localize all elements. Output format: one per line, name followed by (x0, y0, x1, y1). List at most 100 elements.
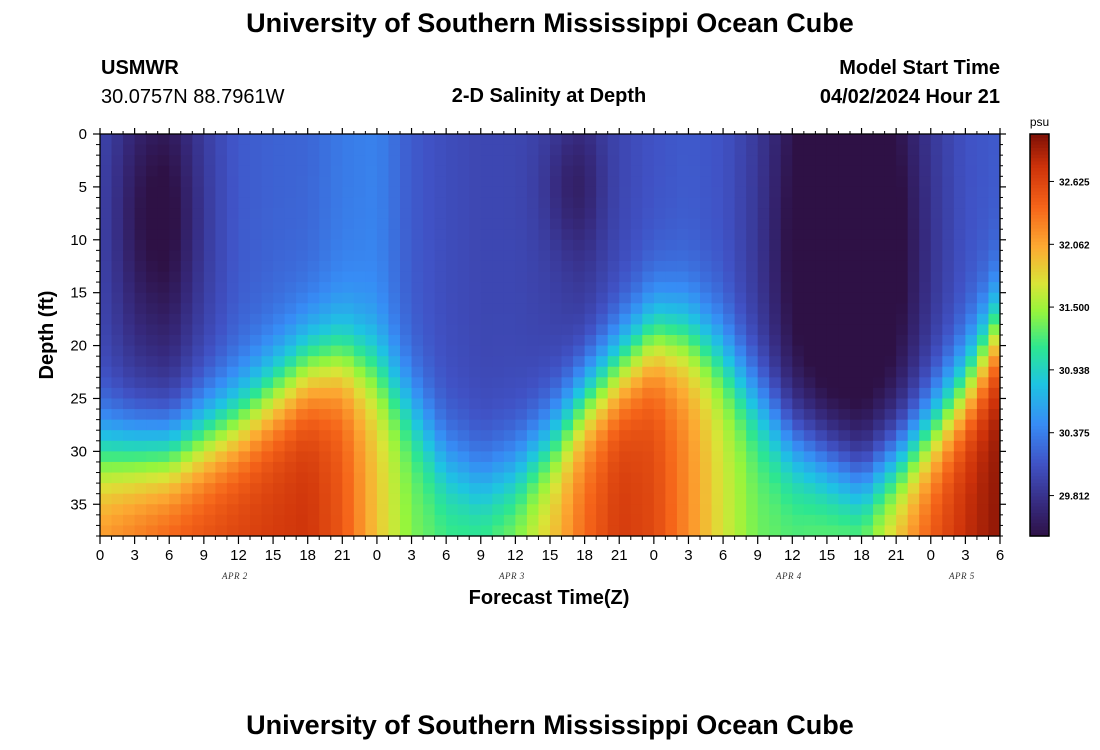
heatmap-cell (342, 514, 355, 527)
colorbar-segment (1030, 254, 1049, 259)
heatmap-cell (965, 292, 978, 304)
heatmap-cell (400, 155, 413, 167)
heatmap-cell (653, 366, 666, 378)
heatmap-cell (480, 250, 493, 262)
heatmap-cell (192, 144, 205, 156)
heatmap-cell (469, 461, 482, 474)
heatmap-cell (965, 409, 978, 421)
heatmap-cell (457, 134, 470, 146)
heatmap-cell (873, 155, 886, 167)
heatmap-cell (803, 525, 816, 537)
heatmap-cell (815, 398, 828, 410)
heatmap-cell (515, 282, 528, 294)
heatmap-cell (538, 451, 551, 463)
heatmap-cell (930, 292, 943, 304)
heatmap-cell (550, 239, 563, 251)
heatmap-cell (953, 197, 966, 209)
heatmap-cell (700, 493, 713, 505)
heatmap-cell (711, 260, 724, 273)
heatmap-cell (284, 461, 297, 474)
heatmap-cell (630, 218, 643, 230)
heatmap-cell (353, 292, 366, 304)
heatmap-cell (146, 155, 159, 167)
heatmap-cell (619, 208, 632, 220)
heatmap-cell (792, 398, 805, 410)
heatmap-cell (711, 377, 724, 389)
heatmap-cell (953, 239, 966, 251)
heatmap-cell (746, 239, 759, 251)
heatmap-cell (400, 451, 413, 463)
heatmap-cell (596, 250, 609, 262)
heatmap-cell (434, 409, 447, 421)
heatmap-cell (815, 155, 828, 167)
heatmap-cell (803, 144, 816, 156)
heatmap-cell (457, 176, 470, 188)
heatmap-cell (296, 514, 309, 527)
y-tick-label: 35 (70, 496, 87, 513)
heatmap-cell (342, 250, 355, 262)
heatmap-cell (780, 186, 793, 199)
heatmap-cell (250, 229, 263, 241)
heatmap-cell (919, 430, 932, 442)
heatmap-cell (400, 335, 413, 347)
heatmap-cell (769, 356, 782, 368)
heatmap-cell (296, 366, 309, 378)
heatmap-cell (457, 419, 470, 431)
heatmap-cell (769, 409, 782, 421)
heatmap-cell (873, 419, 886, 431)
heatmap-cell (965, 483, 978, 495)
heatmap-cell (503, 377, 516, 389)
heatmap-cell (457, 208, 470, 220)
heatmap-cell (769, 313, 782, 326)
colorbar-segment (1030, 288, 1049, 293)
heatmap-cell (561, 271, 574, 283)
heatmap-cell (388, 313, 401, 326)
heatmap-cell (919, 472, 932, 484)
heatmap-cell (469, 387, 482, 400)
heatmap-cell (584, 303, 597, 315)
heatmap-cell (988, 514, 1001, 527)
heatmap-cell (515, 345, 528, 357)
heatmap-cell (146, 197, 159, 209)
heatmap-cell (953, 313, 966, 326)
heatmap-cell (896, 483, 909, 495)
heatmap-cell (400, 239, 413, 251)
heatmap-cell (526, 134, 540, 146)
heatmap-cell (284, 377, 297, 389)
heatmap-cell (284, 165, 297, 177)
heatmap-cell (757, 313, 770, 326)
heatmap-cell (642, 451, 655, 463)
heatmap-cell (307, 260, 320, 273)
heatmap-cell (780, 271, 793, 283)
y-tick-label: 25 (70, 390, 87, 407)
heatmap-cell (884, 303, 897, 315)
heatmap-cell (446, 155, 459, 167)
heatmap-cell (169, 514, 182, 527)
heatmap-cell (688, 197, 701, 209)
heatmap-cell (307, 430, 320, 442)
heatmap-cell (815, 165, 828, 177)
heatmap-cell (157, 483, 170, 495)
heatmap-cell (561, 186, 574, 199)
heatmap-cell (953, 144, 966, 156)
heatmap-cell (457, 430, 470, 442)
heatmap-cell (388, 525, 401, 537)
colorbar-frame (1029, 133, 1050, 537)
heatmap-cell (619, 387, 632, 400)
heatmap-cell (976, 398, 990, 410)
heatmap-cell (469, 356, 482, 368)
heatmap-cell (723, 134, 736, 146)
heatmap-cell (988, 483, 1001, 495)
heatmap-cell (123, 313, 136, 326)
heatmap-cell (480, 134, 493, 146)
heatmap-cell (526, 398, 540, 410)
heatmap-cell (180, 377, 193, 389)
heatmap-cell (561, 525, 574, 537)
heatmap-cell (423, 282, 436, 294)
heatmap-cell (803, 208, 816, 220)
heatmap-cell (330, 144, 343, 156)
heatmap-cell (803, 218, 816, 230)
heatmap-cell (930, 208, 943, 220)
heatmap-cell (365, 366, 378, 378)
heatmap-cell (780, 377, 793, 389)
